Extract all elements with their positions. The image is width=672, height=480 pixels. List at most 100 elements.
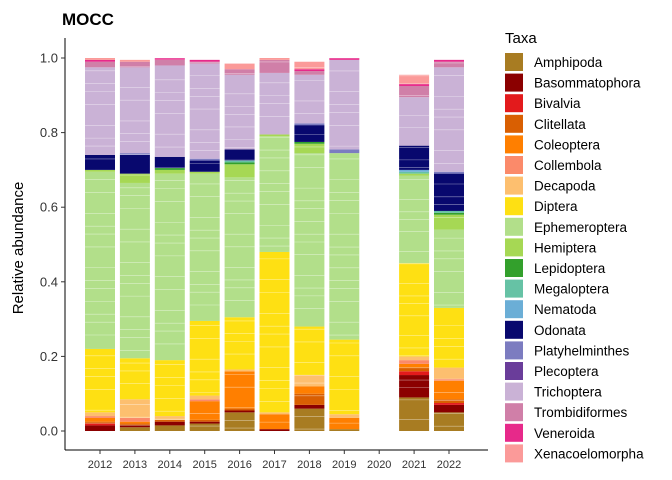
bar-segment-platyhelminthes	[329, 149, 360, 154]
bar-segment-decapoda	[189, 395, 220, 400]
bar-segment-ephemeroptera	[119, 182, 150, 359]
y-tick-label: 0.0	[40, 424, 58, 439]
legend-label: Nematoda	[534, 302, 597, 317]
y-tick-label: 0.6	[40, 200, 58, 215]
bar-segment-coleoptera	[434, 380, 464, 400]
bar-segment-trichoptera	[154, 65, 185, 157]
bar-segment-nematoda	[399, 169, 430, 172]
bar-segment-odonata	[399, 145, 430, 170]
legend-label: Basommatophora	[534, 76, 641, 91]
bar-segment-amphipoda	[154, 425, 185, 431]
bar-segment-clitellata	[224, 408, 255, 411]
bar-segment-diptera	[294, 326, 325, 376]
bar-segment-ephemeroptera	[85, 171, 115, 349]
legend-item-xenacoelomorpha: Xenacoelomorpha	[505, 444, 644, 463]
bar-segment-odonata	[85, 154, 115, 170]
bar-segment-xenacoelomorpha	[224, 63, 255, 70]
bar-segment-diptera	[119, 358, 150, 400]
bar-segment-odonata	[154, 156, 185, 169]
y-tick-label: 0.4	[40, 274, 58, 289]
bar-subdivision-lines	[154, 58, 185, 420]
bar-subdivision-lines	[399, 75, 430, 421]
legend-item-nematoda: Nematoda	[505, 300, 597, 319]
legend-swatch	[505, 217, 523, 236]
bar-segment-decapoda	[294, 375, 325, 387]
bar-segment-bivalvia	[434, 403, 464, 405]
bar-segment-diptera	[224, 317, 255, 370]
legend-swatch	[505, 53, 523, 71]
bar-segment-clitellata	[119, 423, 150, 426]
bar-segment-hemiptera	[399, 173, 430, 176]
bar-segment-odonata	[189, 160, 220, 172]
bar-segment-amphipoda	[434, 412, 464, 431]
bar-segment-diptera	[85, 348, 115, 413]
legend-label: Trichoptera	[534, 385, 602, 400]
bar-segment-trombidiformes	[259, 59, 290, 73]
bar-segment-odonata	[119, 154, 150, 174]
bar-segment-decapoda	[399, 356, 430, 361]
x-tick-label: 2013	[123, 459, 147, 471]
bar-segment-trichoptera	[119, 67, 150, 154]
bar-segment-coleoptera	[189, 401, 220, 420]
bar-segment-coleoptera	[85, 417, 115, 422]
legend-item-bivalvia: Bivalvia	[505, 94, 581, 113]
legend-label: Odonata	[534, 323, 586, 338]
bar-segment-trichoptera	[294, 74, 325, 124]
bar-segment-basommatophora	[434, 404, 464, 413]
bar-segment-coleoptera	[119, 421, 150, 424]
bar-segment-clitellata	[434, 399, 464, 404]
bar-segment-megaloptera	[224, 160, 255, 163]
bar-segment-megaloptera	[399, 171, 430, 174]
bar-segment-xenacoelomorpha	[399, 74, 430, 85]
legend-item-lepidoptera: Lepidoptera	[505, 259, 606, 277]
bar-segment-lepidoptera	[294, 141, 325, 144]
y-tick-label: 0.2	[40, 349, 58, 364]
legend-label: Plecoptera	[534, 364, 599, 379]
bar-segment-basommatophora	[189, 421, 220, 424]
legend-label: Coleoptera	[534, 137, 601, 152]
legend-swatch	[505, 444, 523, 463]
bar-segment-collembola	[399, 360, 430, 364]
bar-segment-decapoda	[85, 412, 115, 417]
bar-subdivision-lines	[224, 73, 255, 429]
plot-area	[85, 57, 464, 431]
bar-segment-odonata	[434, 173, 464, 211]
y-axis: 0.0 0.2 0.4 0.6 0.8 1.0	[40, 38, 66, 450]
legend-swatch	[505, 176, 523, 195]
bar-segment-collembola	[85, 416, 115, 418]
bar-segment-basommatophora	[119, 425, 150, 428]
legend-swatch	[505, 197, 523, 216]
legend-item-veneroida: Veneroida	[505, 423, 595, 442]
legend-item-trichoptera: Trichoptera	[505, 382, 602, 401]
bar-segment-coleoptera	[294, 386, 325, 394]
bar-segment-ephemeroptera	[259, 136, 290, 252]
bar-segment-clitellata	[154, 419, 185, 422]
x-tick-label: 2020	[367, 459, 391, 471]
legend-label: Veneroida	[534, 426, 595, 441]
bar-stack-2021	[399, 74, 430, 431]
bar-segment-lepidoptera	[154, 168, 185, 170]
bar-stack-2016	[224, 63, 255, 431]
bar-segment-xenacoelomorpha	[85, 58, 115, 60]
bar-segment-ephemeroptera	[154, 173, 185, 361]
bar-stack-2012	[85, 58, 115, 431]
bar-segment-coleoptera	[399, 363, 430, 368]
legend-swatch	[505, 341, 523, 360]
bar-segment-trombidiformes	[85, 61, 115, 68]
bar-stack-2015	[189, 59, 220, 431]
bar-segment-ephemeroptera	[294, 153, 325, 327]
bar-segment-hemiptera	[224, 164, 255, 178]
legend-label: Lepidoptera	[534, 261, 606, 276]
bar-stack-2022	[434, 59, 464, 431]
bar-segment-trichoptera	[189, 63, 220, 159]
bar-segment-hemiptera	[434, 214, 464, 230]
bar-segment-trichoptera	[434, 67, 464, 172]
bar-segment-collembola	[119, 417, 150, 422]
bar-subdivision-lines	[259, 61, 290, 423]
bar-segment-basommatophora	[259, 429, 290, 431]
legend-item-odonata: Odonata	[505, 320, 586, 339]
bar-segment-trichoptera	[224, 74, 255, 150]
legend-swatch	[505, 156, 523, 174]
chart-title: MOCC	[62, 10, 114, 29]
